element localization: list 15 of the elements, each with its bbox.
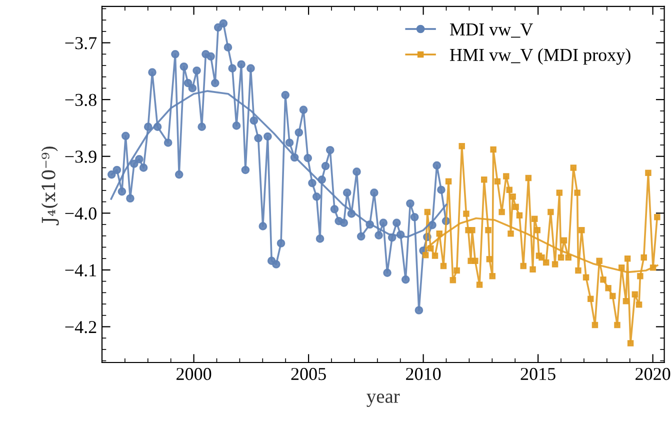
legend-label: MDI vw_V (450, 24, 533, 38)
y-axis-title: J₄(x10⁻⁹) (41, 146, 59, 226)
x-tick-label: 2015 (520, 368, 556, 380)
y-tick-label: −4.0 (65, 207, 96, 220)
y-tick-label: −4.1 (65, 264, 96, 276)
legend-label: HMI vw_V (MDI proxy) (450, 48, 630, 65)
x-tick-label: 2005 (291, 368, 326, 380)
x-tick-label: 2000 (176, 368, 212, 380)
y-tick-label: −4.2 (65, 321, 96, 334)
x-tick-label: 2010 (406, 368, 441, 380)
x-tick-label: 2020 (636, 368, 670, 380)
y-tick-label: −3.8 (65, 94, 96, 106)
y-tick-label: −3.9 (65, 150, 96, 163)
x-axis-title: year (366, 394, 400, 407)
y-tick-label: −3.7 (65, 37, 97, 50)
